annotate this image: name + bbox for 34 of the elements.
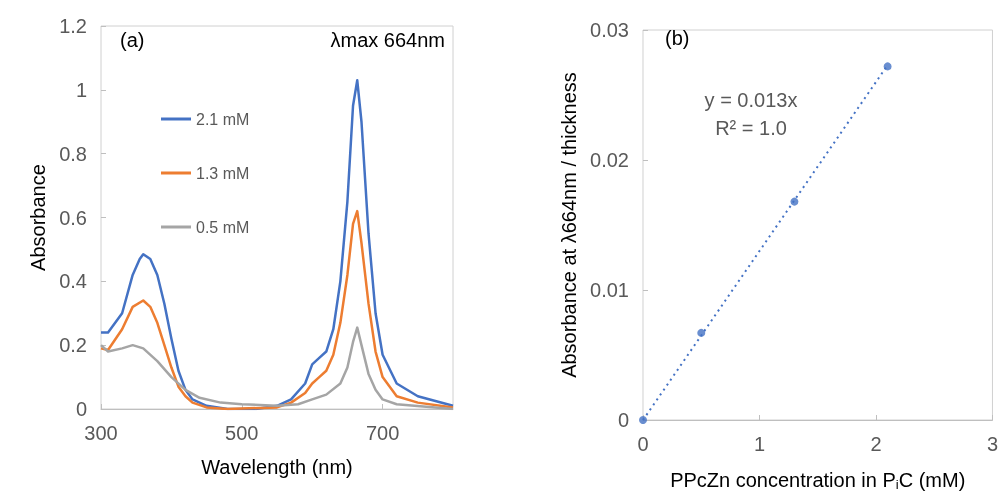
point <box>790 197 799 206</box>
annotation: (a) <box>120 29 145 51</box>
x-tick-label: 700 <box>365 422 400 444</box>
y-tick-label: 1.2 <box>59 15 87 37</box>
y-axis-title: Absorbance at λ664nm / thickness <box>558 72 581 378</box>
annotation: R² = 1.0 <box>715 117 787 139</box>
annotation: λmax 664nm <box>330 29 445 51</box>
annotation: y = 0.013x <box>704 89 798 111</box>
point <box>883 62 892 71</box>
x-tick-label: 1 <box>753 433 766 455</box>
x-tick-label: 3 <box>986 433 998 455</box>
y-tick-label: 1 <box>75 78 87 101</box>
y-tick-label: 0.4 <box>59 270 87 293</box>
x-axis-title: Wavelength (nm) <box>201 456 353 478</box>
x-tick-label: 500 <box>225 422 259 444</box>
annotation: (b) <box>665 27 690 49</box>
y-tick-label: 0.6 <box>59 206 87 229</box>
y-tick-label: 0.2 <box>59 334 87 357</box>
legend-label: 1.3 mM <box>196 164 250 182</box>
y-tick-label: 0.8 <box>59 142 87 165</box>
legend-label: 2.1 mM <box>196 110 250 128</box>
line-series <box>99 326 455 411</box>
x-tick-label: 0 <box>637 433 649 455</box>
y-tick-label: 0.03 <box>590 19 629 41</box>
y-tick-label: 0 <box>75 398 87 420</box>
x-tick-label: 300 <box>84 422 118 444</box>
y-axis-title: Absorbance <box>27 164 50 271</box>
line-series <box>99 209 455 411</box>
point <box>697 328 706 337</box>
y-tick-label: 0.01 <box>590 279 629 301</box>
legend-label: 0.5 mM <box>196 218 250 236</box>
line-series <box>99 79 455 411</box>
x-tick-label: 2 <box>870 433 882 455</box>
y-tick-label: 0.02 <box>590 149 629 171</box>
